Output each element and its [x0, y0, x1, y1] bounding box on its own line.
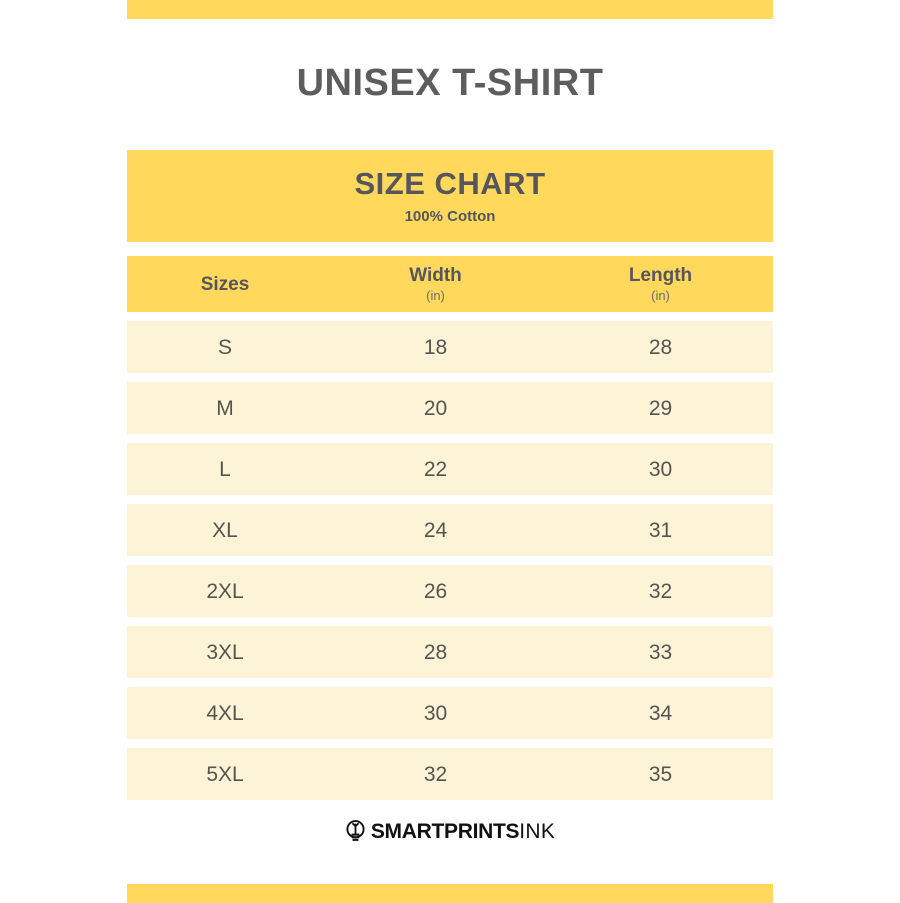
cell-size: M [216, 396, 234, 420]
cell-size: 2XL [206, 579, 244, 603]
top-accent-bar [127, 0, 773, 19]
table-row: S 18 28 [127, 321, 773, 373]
column-header-width: Width (in) [323, 265, 548, 303]
table-row: 3XL 28 33 [127, 626, 773, 678]
column-header-length-label: Length [628, 264, 693, 286]
cell-width: 22 [423, 457, 448, 481]
table-row: 4XL 30 34 [127, 687, 773, 739]
bottom-accent-bar [127, 884, 773, 903]
cell-size: S [217, 335, 232, 359]
lightbulb-icon [345, 820, 366, 843]
brand-wordmark: SMARTPRINTSINK [371, 821, 555, 842]
cell-length: 33 [648, 640, 673, 664]
cell-size: L [219, 457, 231, 481]
cell-width: 30 [423, 701, 448, 725]
cell-length: 29 [648, 396, 673, 420]
table-row: 2XL 26 32 [127, 565, 773, 617]
cell-length: 35 [648, 762, 673, 786]
column-header-sizes-label: Sizes [200, 274, 250, 296]
brand-name-secondary: INK [519, 820, 556, 843]
size-chart-banner: SIZE CHART 100% Cotton [127, 150, 773, 242]
column-header-length-unit: (in) [651, 287, 670, 303]
column-header-width-unit: (in) [426, 287, 445, 303]
cell-length: 34 [648, 701, 673, 725]
page-title: UNISEX T-SHIRT [296, 62, 604, 104]
column-header-length: Length (in) [548, 265, 773, 303]
cell-width: 28 [423, 640, 448, 664]
column-header-width-label: Width [409, 264, 462, 286]
cell-length: 31 [648, 518, 673, 542]
table-header-row: Sizes Width (in) Length (in) [127, 256, 773, 312]
cell-length: 32 [648, 579, 673, 603]
cell-width: 24 [423, 518, 448, 542]
cell-length: 30 [648, 457, 673, 481]
table-row: M 20 29 [127, 382, 773, 434]
cell-size: 3XL [206, 640, 244, 664]
table-row: XL 24 31 [127, 504, 773, 556]
cell-width: 26 [423, 579, 448, 603]
column-header-sizes: Sizes [127, 272, 323, 296]
banner-subtitle: 100% Cotton [404, 208, 496, 226]
cell-width: 20 [423, 396, 448, 420]
cell-length: 28 [648, 335, 673, 359]
cell-size: 4XL [206, 701, 244, 725]
cell-width: 18 [423, 335, 448, 359]
table-row: L 22 30 [127, 443, 773, 495]
brand-name-primary: SMARTPRINTS [370, 820, 520, 843]
table-row: 5XL 32 35 [127, 748, 773, 800]
brand-logo: SMARTPRINTSINK [0, 820, 900, 843]
cell-width: 32 [423, 762, 448, 786]
banner-title: SIZE CHART [354, 165, 546, 201]
cell-size: 5XL [206, 762, 244, 786]
cell-size: XL [212, 518, 238, 542]
size-table: Sizes Width (in) Length (in) S 18 28 M 2… [127, 256, 773, 809]
